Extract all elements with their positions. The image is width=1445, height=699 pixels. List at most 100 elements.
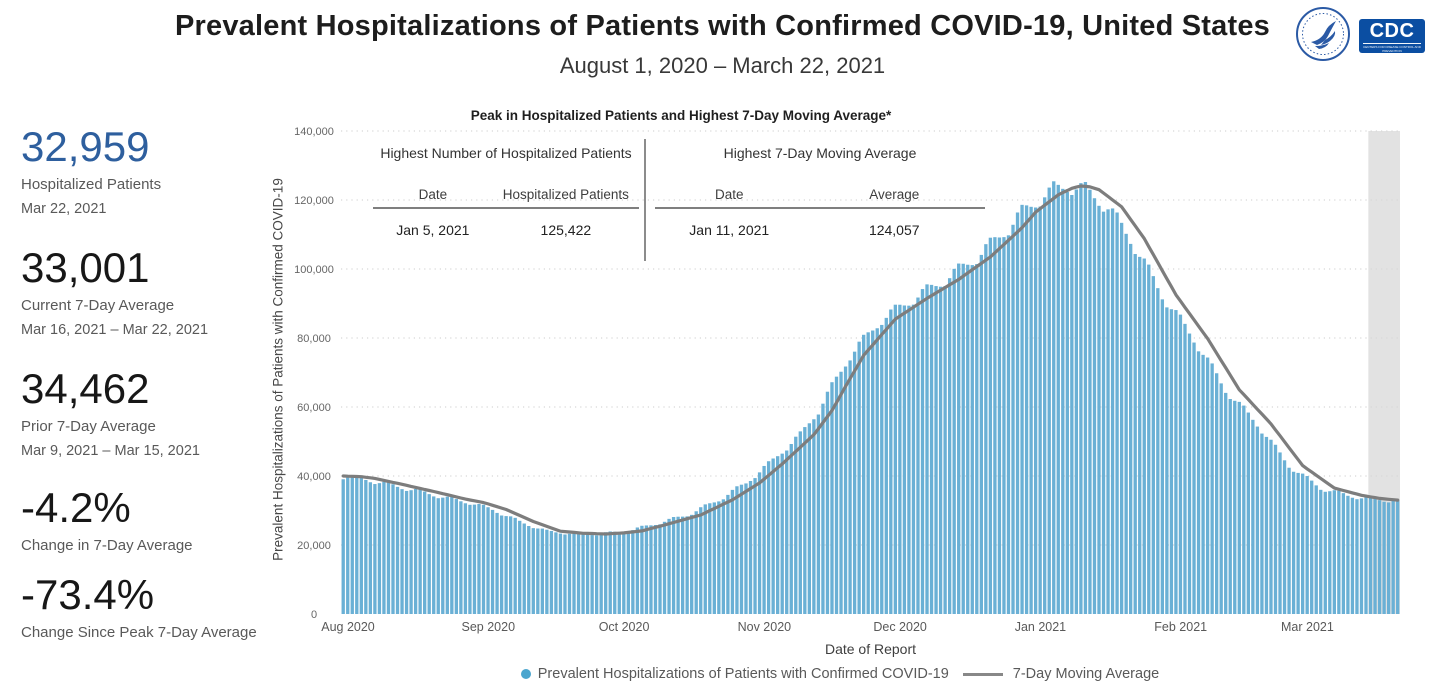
bar[interactable] xyxy=(554,532,558,614)
bar[interactable] xyxy=(785,450,789,614)
bar[interactable] xyxy=(1074,189,1079,614)
bar[interactable] xyxy=(1341,493,1346,614)
bar[interactable] xyxy=(807,423,812,614)
bar[interactable] xyxy=(662,521,667,614)
bar[interactable] xyxy=(798,431,802,614)
bar[interactable] xyxy=(1264,436,1269,614)
bar[interactable] xyxy=(472,504,477,614)
bar[interactable] xyxy=(1282,460,1287,614)
bar[interactable] xyxy=(1138,256,1142,614)
bar[interactable] xyxy=(418,489,422,614)
bar[interactable] xyxy=(658,524,662,614)
bar[interactable] xyxy=(432,496,436,614)
bar[interactable] xyxy=(739,484,744,614)
bar[interactable] xyxy=(1196,351,1201,614)
bar[interactable] xyxy=(911,304,916,614)
bar[interactable] xyxy=(1024,205,1029,614)
bar[interactable] xyxy=(1368,496,1373,614)
bar[interactable] xyxy=(1386,502,1391,614)
bar[interactable] xyxy=(744,483,748,614)
bar[interactable] xyxy=(857,341,861,614)
bar[interactable] xyxy=(481,504,486,614)
bar[interactable] xyxy=(536,528,540,614)
bar[interactable] xyxy=(373,484,377,614)
bar[interactable] xyxy=(861,334,866,614)
bar[interactable] xyxy=(1002,237,1006,614)
bar[interactable] xyxy=(780,453,784,614)
bar[interactable] xyxy=(1043,197,1047,614)
bar[interactable] xyxy=(866,332,870,614)
bar[interactable] xyxy=(975,264,979,614)
bar[interactable] xyxy=(925,284,929,614)
bar[interactable] xyxy=(1056,184,1060,614)
bar[interactable] xyxy=(1092,198,1097,615)
bar[interactable] xyxy=(490,509,495,614)
bar[interactable] xyxy=(667,518,671,614)
bar[interactable] xyxy=(690,514,694,614)
bar[interactable] xyxy=(970,265,974,614)
bar[interactable] xyxy=(1015,212,1020,614)
bar[interactable] xyxy=(1332,490,1336,614)
bar[interactable] xyxy=(477,504,481,614)
bar[interactable] xyxy=(1047,187,1051,614)
bar[interactable] xyxy=(803,427,807,614)
bar[interactable] xyxy=(454,499,459,614)
bar[interactable] xyxy=(1233,400,1237,614)
bar[interactable] xyxy=(377,483,382,614)
bar[interactable] xyxy=(875,328,879,614)
bar[interactable] xyxy=(1296,472,1300,614)
bar[interactable] xyxy=(1287,467,1291,614)
bar[interactable] xyxy=(576,532,581,614)
bar[interactable] xyxy=(852,351,857,614)
bar[interactable] xyxy=(1192,342,1196,614)
bar[interactable] xyxy=(355,475,359,614)
bar[interactable] xyxy=(961,263,965,614)
bar[interactable] xyxy=(1251,419,1255,614)
bar[interactable] xyxy=(721,499,726,614)
bar[interactable] xyxy=(599,533,603,614)
bar[interactable] xyxy=(513,517,517,614)
bar[interactable] xyxy=(649,525,653,614)
bar[interactable] xyxy=(581,533,585,614)
bar[interactable] xyxy=(1355,499,1359,614)
bar[interactable] xyxy=(771,458,775,614)
bar[interactable] xyxy=(350,475,354,614)
bar[interactable] xyxy=(531,528,535,614)
bar[interactable] xyxy=(1300,473,1305,614)
bar[interactable] xyxy=(1246,412,1251,614)
bar[interactable] xyxy=(504,516,508,614)
bar[interactable] xyxy=(1310,480,1314,614)
bar[interactable] xyxy=(1260,433,1264,614)
line-legend-swatch-icon[interactable] xyxy=(962,672,1003,676)
bar[interactable] xyxy=(395,486,400,614)
bar[interactable] xyxy=(1350,497,1355,614)
bar[interactable] xyxy=(1377,500,1382,614)
bar[interactable] xyxy=(400,489,404,614)
bar[interactable] xyxy=(1269,439,1273,614)
bar[interactable] xyxy=(1323,491,1327,614)
bar[interactable] xyxy=(1178,314,1183,614)
bar[interactable] xyxy=(1183,323,1187,614)
bar[interactable] xyxy=(825,391,830,614)
bar[interactable] xyxy=(1101,211,1106,614)
bar[interactable] xyxy=(1278,452,1282,614)
bar[interactable] xyxy=(1147,264,1151,614)
bar[interactable] xyxy=(445,496,449,614)
bar[interactable] xyxy=(884,317,888,614)
bar[interactable] xyxy=(1382,501,1386,614)
bar[interactable] xyxy=(984,244,988,614)
bar[interactable] xyxy=(522,523,526,614)
bar[interactable] xyxy=(821,403,825,614)
bar[interactable] xyxy=(979,254,983,614)
bar[interactable] xyxy=(468,504,472,614)
bar[interactable] xyxy=(572,532,576,614)
bar[interactable] xyxy=(1061,188,1065,615)
bar[interactable] xyxy=(1210,363,1214,614)
bar[interactable] xyxy=(450,497,454,614)
moving-average-line[interactable] xyxy=(341,184,1400,536)
bar[interactable] xyxy=(1319,489,1323,614)
bar[interactable] xyxy=(685,516,689,614)
bar[interactable] xyxy=(386,481,391,614)
bar[interactable] xyxy=(952,268,956,614)
